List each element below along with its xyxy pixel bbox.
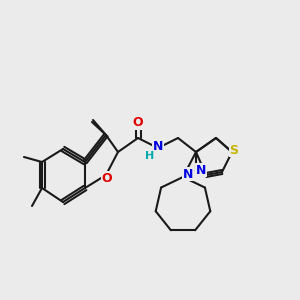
Text: N: N [183, 167, 193, 181]
Text: H: H [146, 151, 154, 161]
Text: N: N [153, 140, 163, 152]
Text: N: N [196, 164, 206, 176]
Text: O: O [102, 172, 112, 184]
Text: O: O [133, 116, 143, 130]
Text: S: S [230, 143, 238, 157]
